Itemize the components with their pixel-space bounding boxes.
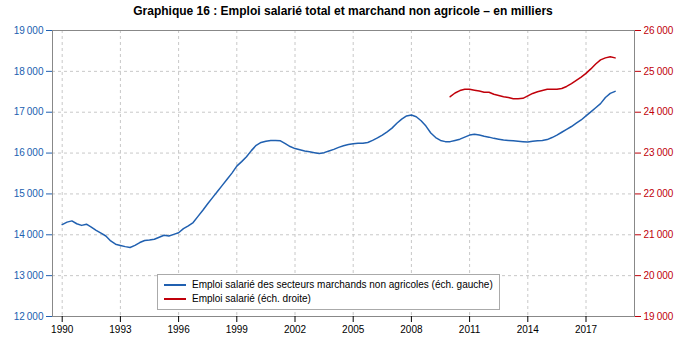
svg-text:13 000: 13 000 xyxy=(14,270,44,281)
svg-text:21 000: 21 000 xyxy=(644,229,674,240)
html-text:Graphique 16 : Emploi salarié: Graphique 16 : Emploi salarié total et m… xyxy=(133,4,553,18)
svg-text:2002: 2002 xyxy=(284,324,307,335)
svg-text:15 000: 15 000 xyxy=(14,188,44,199)
svg-text:25 000: 25 000 xyxy=(644,66,674,77)
html-text:Emploi salarié des secteurs ma: Emploi salarié des secteurs marchands no… xyxy=(192,279,493,290)
svg-text:22 000: 22 000 xyxy=(644,188,674,199)
svg-text:19 000: 19 000 xyxy=(14,25,44,36)
svg-text:12 000: 12 000 xyxy=(14,311,44,322)
svg-text:19 000: 19 000 xyxy=(644,311,674,322)
svg-text:18 000: 18 000 xyxy=(14,66,44,77)
svg-text:2011: 2011 xyxy=(459,324,481,335)
svg-text:16 000: 16 000 xyxy=(14,147,44,158)
html-text:Emploi salarié (éch. droite): Emploi salarié (éch. droite) xyxy=(192,293,311,304)
svg-text:23 000: 23 000 xyxy=(644,147,674,158)
svg-text:2014: 2014 xyxy=(517,324,540,335)
svg-text:14 000: 14 000 xyxy=(14,229,44,240)
svg-text:1999: 1999 xyxy=(226,324,249,335)
svg-text:1996: 1996 xyxy=(167,324,190,335)
svg-text:20 000: 20 000 xyxy=(644,270,674,281)
svg-text:1993: 1993 xyxy=(109,324,132,335)
svg-text:17 000: 17 000 xyxy=(14,106,44,117)
svg-text:1990: 1990 xyxy=(51,324,74,335)
svg-text:26 000: 26 000 xyxy=(644,25,674,36)
svg-text:2017: 2017 xyxy=(575,324,598,335)
svg-text:2008: 2008 xyxy=(400,324,423,335)
svg-text:2005: 2005 xyxy=(342,324,365,335)
svg-text:24 000: 24 000 xyxy=(644,106,674,117)
